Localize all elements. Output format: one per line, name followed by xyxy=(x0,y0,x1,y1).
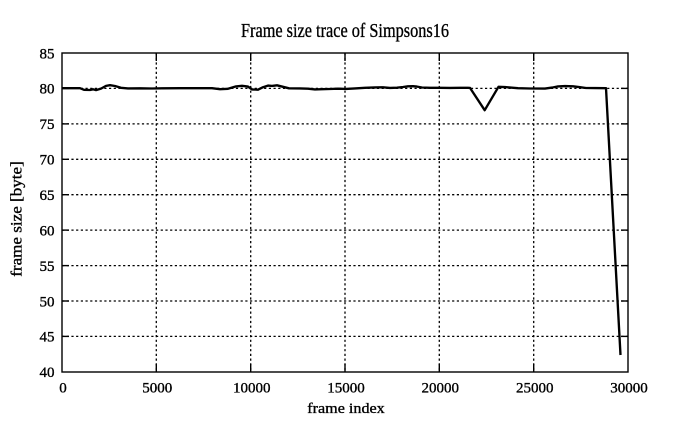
svg-text:5000: 5000 xyxy=(142,381,172,397)
svg-text:55: 55 xyxy=(40,259,55,275)
svg-text:65: 65 xyxy=(40,188,55,204)
svg-text:frame size [byte]: frame size [byte] xyxy=(9,161,26,277)
svg-text:frame index: frame index xyxy=(307,401,385,417)
svg-text:85: 85 xyxy=(40,46,55,62)
svg-text:70: 70 xyxy=(40,153,55,169)
svg-text:20000: 20000 xyxy=(422,381,460,397)
svg-text:80: 80 xyxy=(40,82,55,98)
svg-text:30000: 30000 xyxy=(610,381,648,397)
svg-text:Frame size trace of Simpsons16: Frame size trace of Simpsons16 xyxy=(241,20,449,42)
svg-text:60: 60 xyxy=(40,223,55,239)
svg-text:75: 75 xyxy=(40,117,55,133)
svg-text:10000: 10000 xyxy=(233,381,271,397)
svg-text:40: 40 xyxy=(40,365,55,381)
svg-text:50: 50 xyxy=(40,294,55,310)
svg-text:45: 45 xyxy=(40,330,55,346)
svg-text:25000: 25000 xyxy=(516,381,554,397)
svg-text:0: 0 xyxy=(59,381,67,397)
svg-text:15000: 15000 xyxy=(327,381,365,397)
